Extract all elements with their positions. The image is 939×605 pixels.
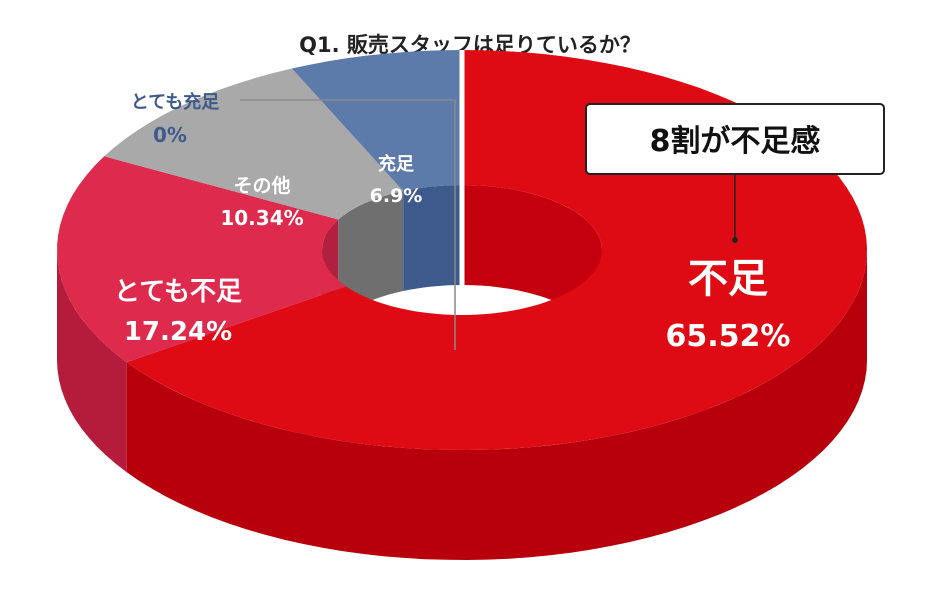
zero-leader — [240, 99, 456, 350]
callout-text: 8割が不足感 — [650, 124, 821, 159]
value-その他: 10.34% — [220, 206, 303, 230]
label-とても不足: とても不足 — [114, 277, 242, 307]
slice-充足 — [291, 50, 462, 191]
label-とても充足: とても充足 — [131, 91, 220, 113]
label-不足: 不足 — [688, 256, 768, 302]
label-充足: 充足 — [378, 153, 414, 175]
slice-その他 — [104, 68, 404, 220]
value-とても充足: 0% — [153, 123, 187, 147]
hole-wall-充足 — [403, 185, 462, 291]
value-充足: 6.9% — [370, 185, 423, 207]
hole-wall-その他 — [338, 191, 404, 320]
hole-wall-不足 — [462, 185, 602, 350]
chart-labels: 不足 65.52% とても不足 17.24% その他 10.34% 充足 6.9% とても充足 0… — [114, 91, 790, 354]
value-不足: 65.52% — [666, 319, 791, 354]
callout-leader-dot — [732, 237, 738, 243]
side-wall-不足 — [126, 250, 867, 560]
label-その他: その他 — [233, 174, 290, 197]
callout: 8割が不足感 — [585, 103, 885, 243]
value-とても不足: 17.24% — [124, 317, 232, 347]
side-wall-とても不足 — [57, 250, 127, 473]
slice-とても不足 — [57, 156, 347, 363]
